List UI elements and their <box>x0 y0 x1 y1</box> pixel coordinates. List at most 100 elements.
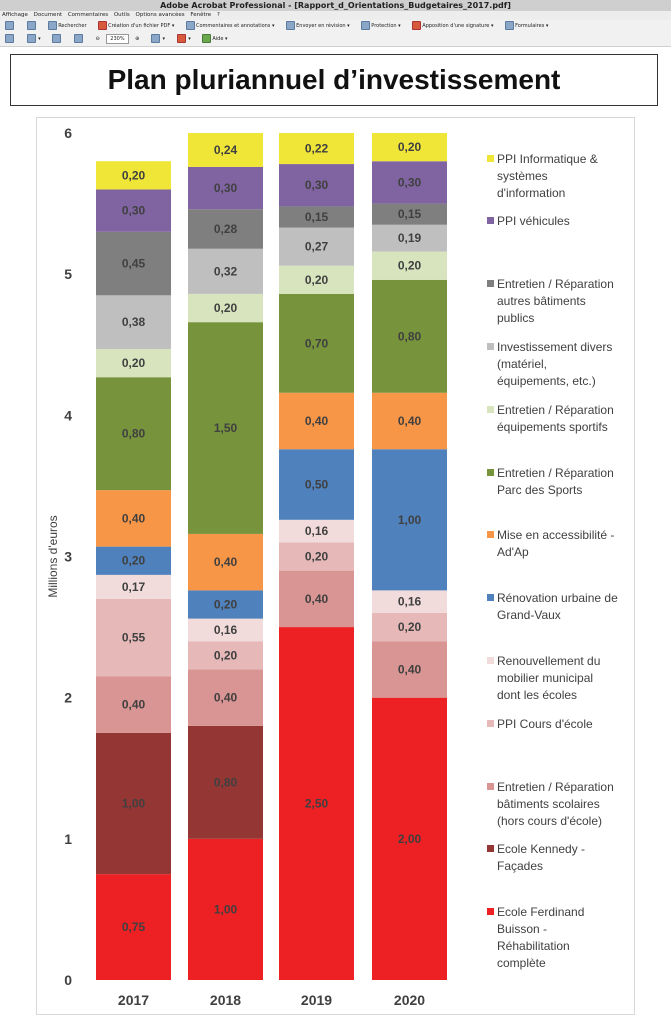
data-label: 0,40 <box>398 414 422 428</box>
main-toolbar: Rechercher Création d'un fichier PDF ▾ C… <box>0 20 671 34</box>
legend-swatch <box>487 783 494 790</box>
bar-segment <box>372 641 447 698</box>
bar-segment <box>279 542 354 571</box>
bar-segment <box>279 133 354 165</box>
data-label: 0,40 <box>122 511 146 525</box>
data-label: 0,75 <box>122 920 146 934</box>
legend-swatch <box>487 406 494 413</box>
bar-segment <box>188 641 263 670</box>
bar-segment <box>372 224 447 252</box>
data-label: 0,20 <box>398 140 422 154</box>
x-tick-label: 2018 <box>210 992 241 1008</box>
save-button[interactable] <box>25 20 39 33</box>
bar-segment <box>188 133 263 167</box>
y-tick-label: 5 <box>64 266 72 282</box>
data-label: 0,20 <box>305 273 329 287</box>
zoom-tool-button[interactable]: ▾ <box>25 33 43 46</box>
create-pdf-icon <box>98 21 108 30</box>
bar-segment <box>279 265 354 294</box>
fit-page-button[interactable] <box>72 33 86 46</box>
zoom-field[interactable]: 230% <box>106 33 129 44</box>
data-label: 0,55 <box>122 631 146 645</box>
x-tick-label: 2017 <box>118 992 149 1008</box>
yahoo-button[interactable]: ▾ <box>175 33 193 46</box>
legend-label: Investissement divers <box>497 340 612 354</box>
protection-button[interactable]: Protection ▾ <box>359 20 402 33</box>
bar-segment <box>96 348 171 378</box>
bar-segment <box>188 293 263 323</box>
bar-segment <box>188 590 263 619</box>
bar-segment <box>188 838 263 980</box>
data-label: 0,20 <box>122 356 146 370</box>
data-label: 0,40 <box>305 592 329 606</box>
forms-label: Formulaires <box>515 23 545 29</box>
data-label: 0,40 <box>214 691 238 705</box>
signature-label: Apposition d'une signature <box>422 23 490 29</box>
legend-label: mobilier municipal <box>497 671 593 685</box>
legend-label: d'information <box>497 186 565 200</box>
help-button[interactable]: Aide ▾ <box>200 33 229 46</box>
data-label: 0,70 <box>305 336 329 350</box>
comments-button[interactable]: Commentaires et annotations ▾ <box>184 20 277 33</box>
signature-button[interactable]: Apposition d'une signature ▾ <box>410 20 495 33</box>
data-label: 0,40 <box>122 698 146 712</box>
legend-swatch <box>487 657 494 664</box>
forms-button[interactable]: Formulaires ▾ <box>503 20 550 33</box>
bar-segment <box>188 248 263 294</box>
zoom-in-button[interactable]: ⊕ <box>135 36 140 42</box>
legend-label: Entretien / Réparation <box>497 277 614 291</box>
bar-segment <box>372 392 447 450</box>
page-title: Plan pluriannuel d’investissement <box>10 54 658 106</box>
data-label: 0,20 <box>214 648 238 662</box>
pen-icon <box>412 21 422 30</box>
open-button[interactable] <box>3 20 17 33</box>
hand-tool-button[interactable] <box>3 33 17 46</box>
data-label: 1,00 <box>122 797 146 811</box>
layout-icon <box>150 34 160 43</box>
bar-segment <box>279 206 354 228</box>
bar-segment <box>188 725 263 839</box>
magnifier-icon <box>26 34 36 43</box>
save-icon <box>26 21 36 30</box>
bar-segment <box>96 377 171 491</box>
menu-item-help[interactable]: ? <box>216 12 220 18</box>
actual-size-button[interactable] <box>50 33 64 46</box>
menu-item-commentaires[interactable]: Commentaires <box>67 12 109 18</box>
data-label: 0,50 <box>305 478 329 492</box>
bar-segment <box>279 570 354 628</box>
hand-icon <box>5 34 14 43</box>
menu-item-fenetre[interactable]: Fenêtre <box>190 12 212 18</box>
menu-item-options-avancees[interactable]: Options avancées <box>135 12 185 18</box>
bar-segment <box>279 164 354 207</box>
chart-area: 0 1 2 3 4 5 6 Millions d'euros 0,75 1,00 0,40 0,55 0… <box>36 117 635 1015</box>
create-pdf-label: Création d'un fichier PDF <box>108 23 171 29</box>
data-label: 0,32 <box>214 264 238 278</box>
menu-item-affichage[interactable]: Affichage <box>2 12 28 18</box>
legend-label: Ad'Ap <box>497 545 529 559</box>
page-layout-button[interactable]: ▾ <box>149 33 167 46</box>
data-label: 0,40 <box>214 555 238 569</box>
bar-segment <box>279 227 354 266</box>
menu-bar: Affichage Document Commentaires Outils O… <box>0 11 671 20</box>
legend-label: complète <box>497 956 546 970</box>
data-label: 0,20 <box>398 620 422 634</box>
data-label: 0,40 <box>398 662 422 676</box>
x-tick-label: 2019 <box>301 992 332 1008</box>
menu-item-document[interactable]: Document <box>33 12 63 18</box>
data-label: 0,38 <box>122 315 146 329</box>
legend-label: publics <box>497 311 534 325</box>
fit-page-icon <box>73 34 83 43</box>
send-review-button[interactable]: Envoyer en révision ▾ <box>284 20 352 33</box>
bar-segment <box>279 449 354 520</box>
search-button[interactable]: Rechercher <box>46 20 88 33</box>
legend-swatch <box>487 343 494 350</box>
create-pdf-button[interactable]: Création d'un fichier PDF ▾ <box>96 20 176 33</box>
menu-item-outils[interactable]: Outils <box>113 12 130 18</box>
comment-icon <box>185 21 195 30</box>
y-tick-label: 4 <box>64 407 72 423</box>
legend-swatch <box>487 845 494 852</box>
zoom-out-button[interactable]: ⊖ <box>95 36 100 42</box>
bar-segment <box>372 203 447 225</box>
window-title: Adobe Acrobat Professional - [Rapport_d_… <box>160 1 511 10</box>
help-label: Aide <box>212 36 224 42</box>
